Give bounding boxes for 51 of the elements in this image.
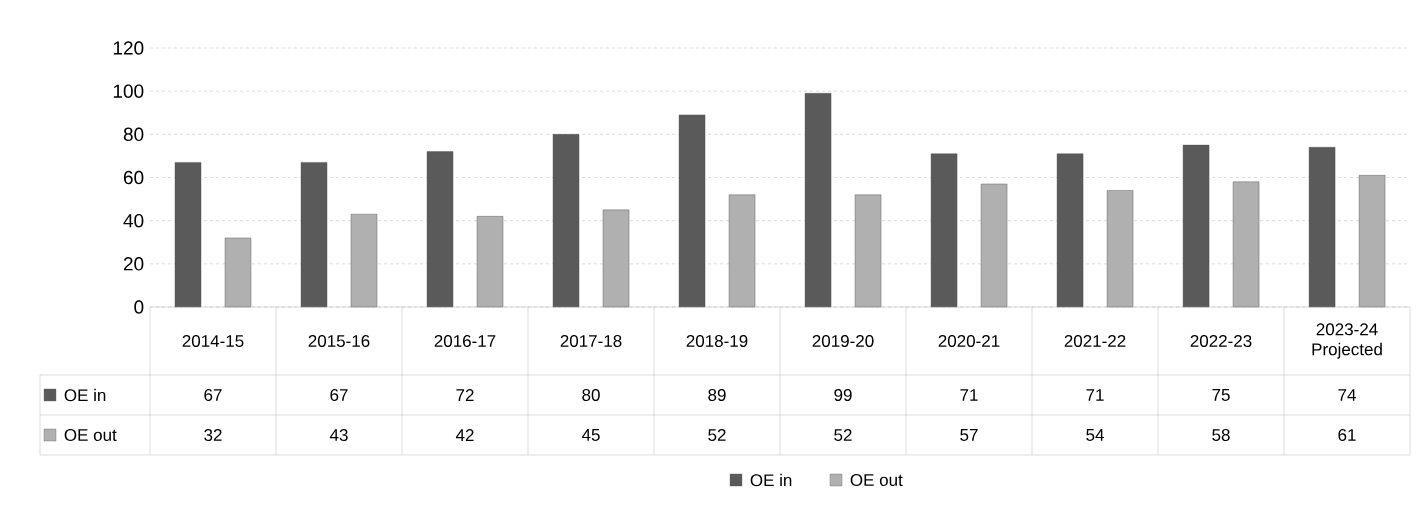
x-tick-label: 2023-24 Projected: [1312, 323, 1382, 359]
data-label: 52: [708, 428, 726, 442]
x-tick-label: 2021-22: [1064, 334, 1126, 348]
bar: [174, 162, 202, 308]
data-label: 67: [330, 388, 348, 402]
y-tick-label: 40: [123, 213, 144, 228]
bar: [678, 114, 706, 308]
bar: [300, 162, 328, 308]
x-tick-label: 2019-20: [812, 334, 874, 348]
bar: [804, 93, 832, 308]
data-label: 45: [581, 429, 600, 441]
data-label: 71: [1086, 389, 1104, 401]
x-tick-label: 2015-16: [308, 334, 370, 348]
data-label: 71: [960, 389, 978, 401]
x-tick-label: 2018-19: [686, 334, 748, 348]
data-label: 58: [1212, 428, 1230, 442]
x-tick-label: 2017-18: [560, 334, 622, 348]
bar: [426, 151, 454, 308]
y-tick-label: 0: [134, 300, 144, 314]
x-tick-label: 2014-15: [182, 334, 244, 348]
legend-label: OE out: [64, 428, 117, 442]
data-label: 99: [834, 388, 852, 402]
data-label: 43: [329, 428, 348, 442]
text: OE in: [750, 473, 792, 487]
x-tick-label: 2016-17: [434, 334, 496, 348]
data-label: 89: [708, 388, 726, 402]
y-tick-label: 80: [123, 127, 144, 142]
bar: [1056, 153, 1084, 308]
bar: [552, 134, 580, 308]
data-label: 72: [456, 389, 474, 401]
data-label: 42: [455, 429, 474, 441]
data-label: 74: [1338, 389, 1356, 401]
bar: [1182, 144, 1210, 308]
data-label: 80: [582, 388, 600, 402]
x-tick-label: 2022-23: [1190, 334, 1252, 348]
data-label: 54: [1086, 429, 1104, 441]
x-tick-label: 2020-21: [938, 334, 1000, 348]
y-tick-label: 120: [113, 41, 144, 55]
y-tick-label: 20: [123, 257, 144, 271]
legend-label: OE in: [64, 388, 106, 402]
y-tick-label: 100: [113, 84, 144, 98]
data-label: 61: [1338, 428, 1356, 442]
data-label: 67: [204, 388, 222, 402]
data-label: 52: [834, 428, 852, 442]
text: OE out: [850, 473, 903, 487]
y-tick-label: 60: [123, 170, 144, 185]
data-label: 75: [1212, 389, 1230, 401]
bar: [930, 153, 958, 308]
data-label: 57: [960, 429, 978, 441]
bar: [1308, 147, 1336, 308]
data-label: 32: [204, 428, 222, 442]
